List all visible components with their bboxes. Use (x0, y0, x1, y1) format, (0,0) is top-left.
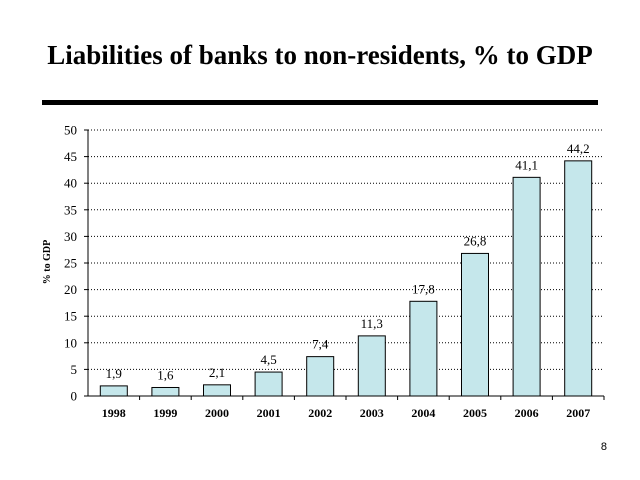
y-tick-label: 25 (64, 256, 77, 271)
slide-title: Liabilities of banks to non-residents, %… (47, 40, 593, 70)
y-tick-label: 10 (64, 335, 77, 350)
x-tick-label-2005: 2005 (463, 406, 487, 420)
y-tick-label: 50 (64, 123, 77, 138)
data-label-2005: 26,8 (464, 233, 487, 248)
bar-2007 (564, 160, 593, 397)
data-label-1999: 1,6 (157, 367, 174, 382)
data-label-2007: 44,2 (567, 141, 590, 156)
page-number: 8 (600, 441, 607, 453)
x-tick-label-2007: 2007 (566, 406, 590, 420)
data-label-2000: 2,1 (209, 365, 225, 380)
bar-2004 (409, 300, 438, 397)
y-tick-label: 40 (64, 176, 77, 191)
bar-2006 (512, 176, 541, 397)
x-tick-label-2002: 2002 (308, 406, 332, 420)
y-tick-label: 30 (64, 229, 77, 244)
bars (99, 160, 593, 397)
y-axis-title: % to GDP (42, 240, 53, 284)
bar-1999 (151, 386, 180, 397)
y-tick-label: 5 (71, 362, 78, 377)
y-tick-label: 15 (64, 309, 77, 324)
y-tick-label: 0 (71, 389, 78, 404)
x-tick-label-2000: 2000 (205, 406, 229, 420)
y-tick-label: 35 (64, 202, 77, 217)
axes (84, 129, 605, 400)
bar-2000 (203, 384, 231, 397)
bar-2002 (306, 356, 335, 397)
bar-2005 (461, 252, 489, 397)
data-label-2003: 11,3 (361, 316, 383, 331)
x-tick-label-1999: 1999 (153, 406, 177, 420)
y-tick-label: 20 (64, 282, 77, 297)
x-tick-label-2001: 2001 (257, 406, 281, 420)
y-tick-labels: 0 5 10 15 20 25 30 35 40 45 50 (64, 123, 77, 404)
data-label-2002: 7,4 (312, 337, 329, 352)
x-tick-label-2006: 2006 (515, 406, 539, 420)
data-labels: 1,9 1,6 2,1 4,5 7,4 11,3 17,8 26,8 41,1 44,2 (106, 141, 590, 383)
data-label-2001: 4,5 (260, 352, 276, 367)
bar-2003 (357, 335, 386, 397)
x-tick-label-2004: 2004 (411, 406, 435, 420)
y-tick-label: 45 (64, 149, 77, 164)
x-tick-label-2003: 2003 (360, 406, 384, 420)
data-label-1998: 1,9 (106, 366, 122, 381)
data-label-2006: 41,1 (515, 157, 538, 172)
x-tick-label-1998: 1998 (102, 406, 126, 420)
title-divider (42, 100, 598, 105)
bar-2001 (254, 371, 283, 397)
x-tick-labels: 1998 1999 2000 2001 2002 2003 2004 2005 2006 2007 (102, 406, 590, 420)
bar-1998 (99, 385, 128, 397)
data-label-2004: 17,8 (412, 281, 435, 296)
